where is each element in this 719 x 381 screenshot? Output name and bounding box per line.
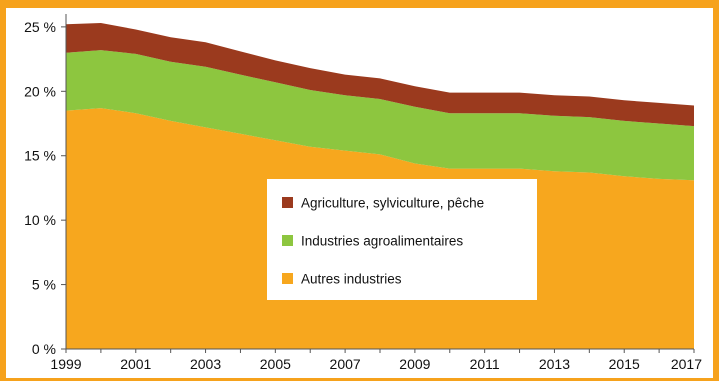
y-tick-label: 25 % <box>24 19 56 35</box>
x-tick-label: 2005 <box>260 356 291 372</box>
x-tick-label: 2013 <box>539 356 570 372</box>
y-tick-label: 15 % <box>24 148 56 164</box>
x-tick-label: 2001 <box>120 356 151 372</box>
legend-swatch <box>282 273 293 284</box>
axes-layer <box>61 14 695 353</box>
legend-box <box>267 179 537 300</box>
x-tick-label: 2015 <box>609 356 640 372</box>
x-tick-label: 2003 <box>190 356 221 372</box>
x-tick-label: 2011 <box>470 356 500 372</box>
x-axis-labels: 1999 2001 2003 2005 2007 2009 2011 2013 2015 2017 <box>50 356 702 372</box>
legend-label: Agriculture, sylviculture, pêche <box>301 196 484 211</box>
y-axis-labels: 0 % 5 % 10 % 15 % 20 % 25 % <box>24 19 56 357</box>
x-tick-label: 2007 <box>330 356 361 372</box>
y-tick-label: 10 % <box>24 212 56 228</box>
area-agriculture-sylviculture-peche <box>66 23 694 127</box>
area-industries-agroalimentaires <box>66 50 694 181</box>
legend-swatch <box>282 197 293 208</box>
legend-swatch <box>282 235 293 246</box>
legend-label: Industries agroalimentaires <box>301 234 463 249</box>
y-tick-label: 5 % <box>32 277 56 293</box>
legend-label: Autres industries <box>301 272 402 287</box>
x-tick-label: 2017 <box>671 356 702 372</box>
x-tick-label: 2009 <box>399 356 430 372</box>
y-tick-label: 20 % <box>24 83 56 99</box>
legend: Agriculture, sylviculture, pêche Industri… <box>267 179 537 300</box>
x-tick-label: 1999 <box>50 356 81 372</box>
y-tick-label: 0 % <box>32 341 56 357</box>
